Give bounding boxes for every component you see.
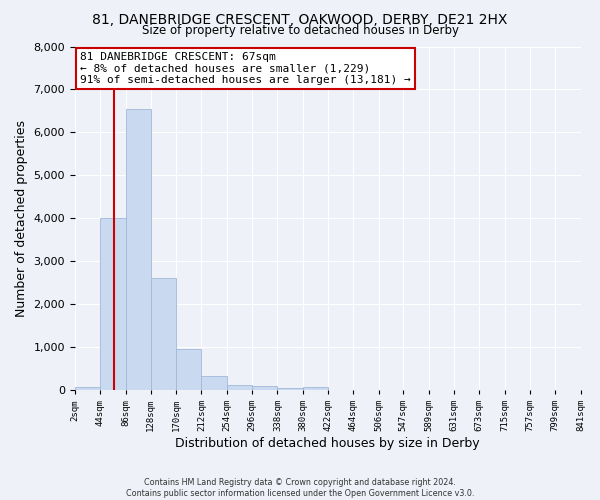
Bar xyxy=(277,388,302,390)
Text: 81 DANEBRIDGE CRESCENT: 67sqm
← 8% of detached houses are smaller (1,229)
91% of: 81 DANEBRIDGE CRESCENT: 67sqm ← 8% of de… xyxy=(80,52,411,85)
Bar xyxy=(252,386,277,390)
Bar xyxy=(202,376,227,390)
Y-axis label: Number of detached properties: Number of detached properties xyxy=(15,120,28,317)
Bar xyxy=(75,387,100,390)
Bar xyxy=(227,384,252,390)
Bar xyxy=(151,278,176,390)
Bar xyxy=(100,218,125,390)
Bar xyxy=(176,349,202,390)
Text: Size of property relative to detached houses in Derby: Size of property relative to detached ho… xyxy=(142,24,458,37)
Text: Contains HM Land Registry data © Crown copyright and database right 2024.
Contai: Contains HM Land Registry data © Crown c… xyxy=(126,478,474,498)
Text: 81, DANEBRIDGE CRESCENT, OAKWOOD, DERBY, DE21 2HX: 81, DANEBRIDGE CRESCENT, OAKWOOD, DERBY,… xyxy=(92,12,508,26)
Bar xyxy=(302,387,328,390)
X-axis label: Distribution of detached houses by size in Derby: Distribution of detached houses by size … xyxy=(175,437,480,450)
Bar xyxy=(125,109,151,390)
